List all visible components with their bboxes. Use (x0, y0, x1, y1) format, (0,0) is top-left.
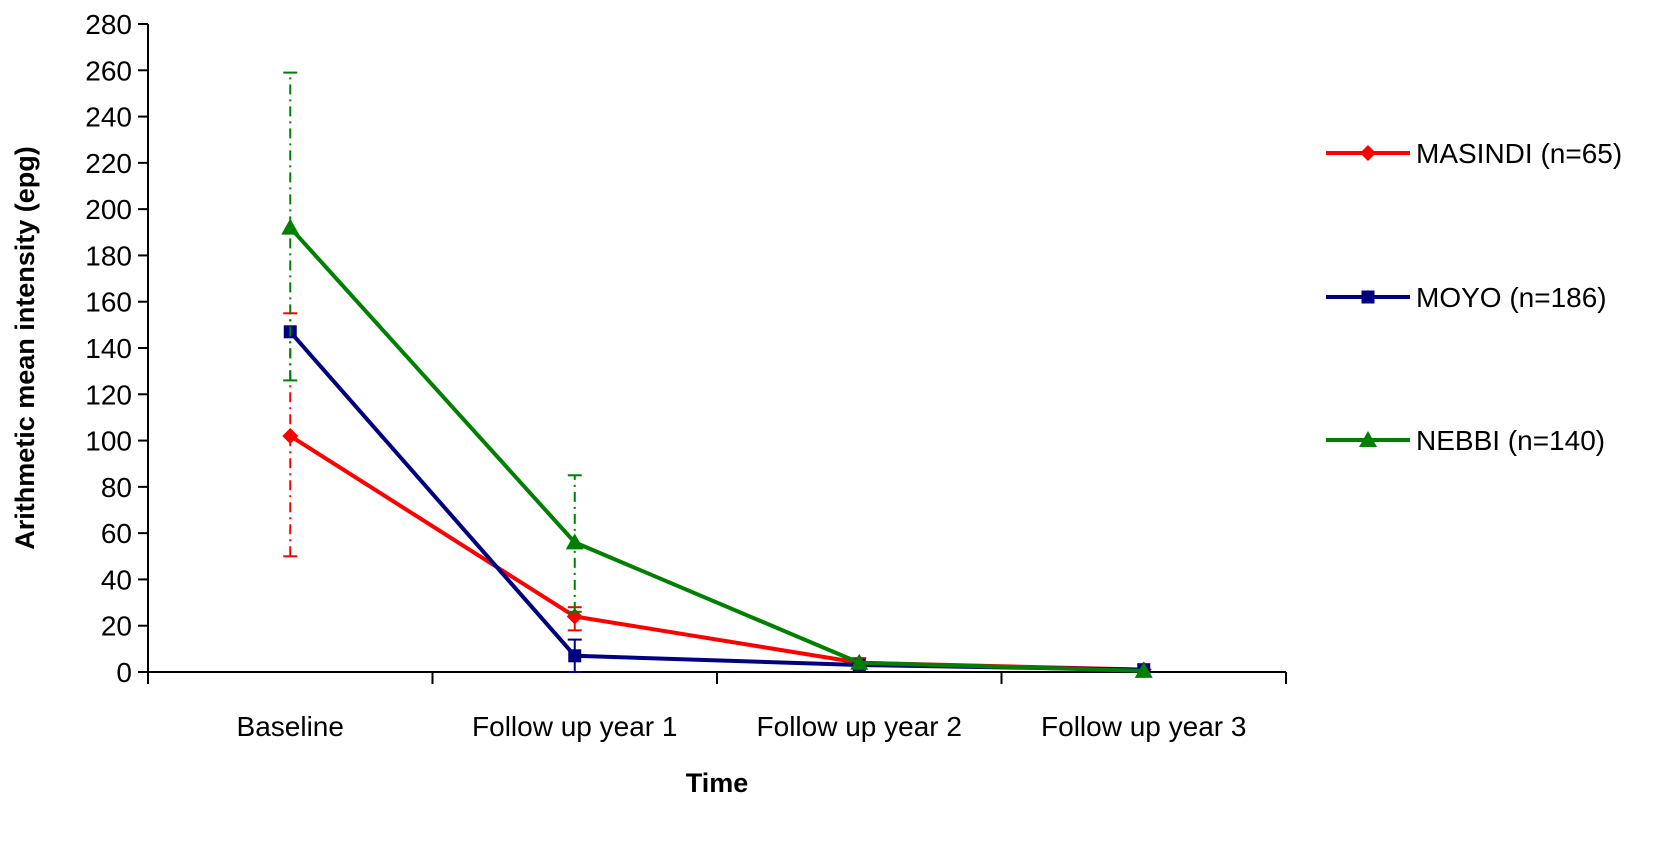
legend-marker (1360, 145, 1376, 161)
x-axis-title: Time (686, 768, 749, 798)
series-line (288, 226, 1144, 673)
series-2 (281, 71, 1153, 678)
y-tick-label: 60 (101, 518, 132, 549)
legend-marker (1361, 290, 1375, 304)
y-axis-title: Arithmetic mean intensity (epg) (10, 146, 40, 550)
data-point (282, 427, 299, 444)
y-tick-label: 160 (85, 287, 132, 318)
y-tick-label: 280 (85, 9, 132, 40)
x-tick-label: Follow up year 3 (1041, 711, 1246, 742)
data-point (565, 533, 584, 550)
legend-item: NEBBI (n=140) (1326, 425, 1605, 456)
legend: MASINDI (n=65) MOYO (n=186) NEBBI (n=140) (1326, 138, 1622, 456)
series-line (288, 330, 1144, 672)
legend-item: MOYO (n=186) (1326, 282, 1607, 313)
legend-label: NEBBI (n=140) (1416, 425, 1605, 456)
x-tick-label: Follow up year 2 (757, 711, 962, 742)
y-tick-label: 220 (85, 148, 132, 179)
y-tick-label: 180 (85, 240, 132, 271)
y-tick-label: 140 (85, 333, 132, 364)
data-point (1134, 661, 1153, 678)
y-axis: 0 20 40 60 80 100 120 140 160 180 200 220 240 260 280 (85, 9, 149, 688)
y-tick-label: 240 (85, 102, 132, 133)
series-line (289, 434, 1144, 672)
y-tick-label: 120 (85, 379, 132, 410)
x-ticks: Baseline Follow up year 1 Follow up year 2… (147, 672, 1287, 742)
data-point (568, 649, 582, 663)
y-tick-label: 100 (85, 426, 132, 457)
data-point (850, 653, 869, 670)
y-tick-label: 0 (116, 657, 132, 688)
y-tick-label: 200 (85, 194, 132, 225)
x-tick-label: Baseline (237, 711, 344, 742)
x-tick-label: Follow up year 1 (472, 711, 677, 742)
series-1 (283, 325, 1151, 677)
y-tick-label: 20 (101, 611, 132, 642)
data-point (281, 218, 300, 235)
y-ticks: 0 20 40 60 80 100 120 140 160 180 200 220 240 260 280 (85, 9, 148, 688)
legend-item: MASINDI (n=65) (1326, 138, 1622, 169)
legend-label: MOYO (n=186) (1416, 282, 1607, 313)
x-axis: Baseline Follow up year 1 Follow up year 2… (147, 671, 1287, 742)
plot-area (281, 71, 1153, 678)
legend-marker (1359, 431, 1377, 447)
y-tick-label: 80 (101, 472, 132, 503)
y-tick-label: 40 (101, 564, 132, 595)
legend-label: MASINDI (n=65) (1416, 138, 1622, 169)
y-tick-label: 260 (85, 55, 132, 86)
series-0 (282, 312, 1152, 678)
